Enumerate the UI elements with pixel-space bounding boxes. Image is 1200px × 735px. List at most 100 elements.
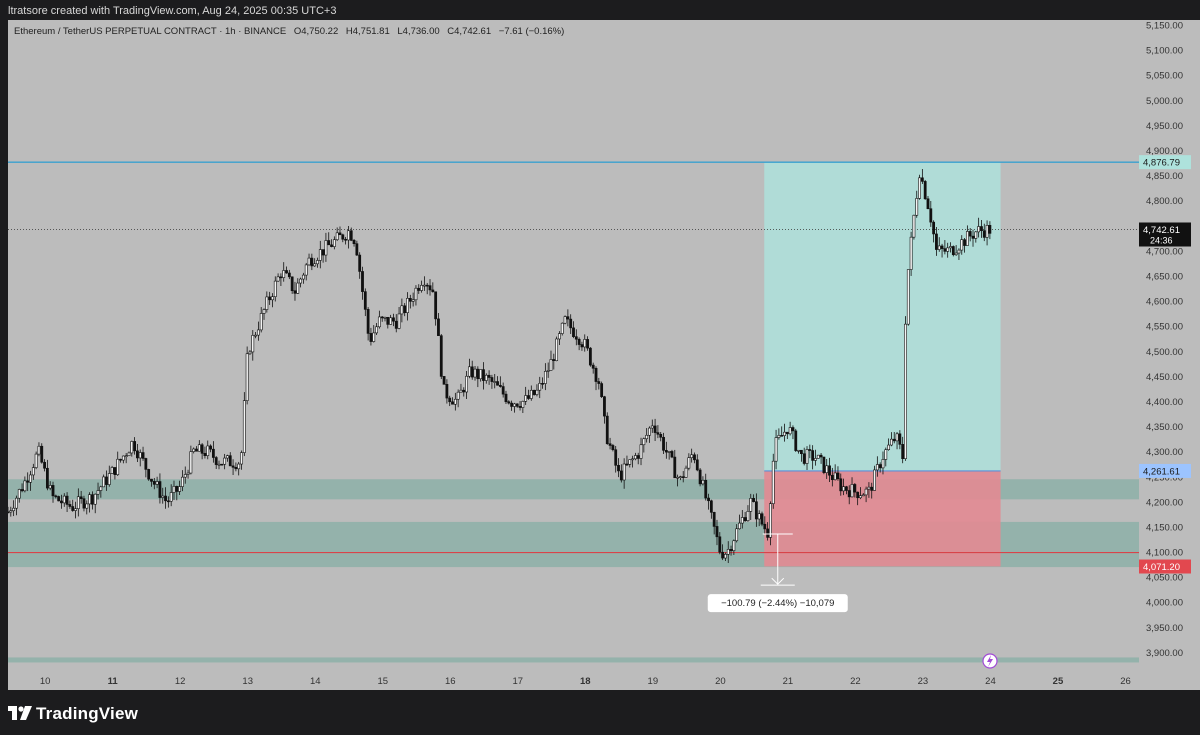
measure-label: −100.79 (−2.44%) −10,079 (721, 598, 834, 609)
legend-low: L4,736.00 (397, 26, 440, 37)
candle-body (43, 461, 46, 469)
candle-body (231, 465, 235, 468)
candle-body (580, 344, 584, 348)
candle-body (273, 280, 277, 298)
candle-body (256, 329, 260, 336)
profit-zone (764, 162, 1001, 471)
candle-body (535, 389, 539, 395)
candle-body (138, 452, 142, 459)
candle-body (639, 444, 643, 459)
candle-body (186, 472, 190, 475)
candle-body (99, 486, 103, 491)
candle-body (569, 318, 573, 329)
price-axis[interactable]: 3,900.00 3,950.00 4,000.00 4,050.00 4,100.00… (1139, 20, 1200, 690)
candle-body (591, 364, 595, 369)
candle-body (859, 495, 862, 499)
symbol-legend: Ethereum / TetherUS PERPETUAL CONTRACT ·… (14, 26, 569, 37)
price-tick-label: 4,350.00 (1146, 422, 1183, 433)
candle-body (290, 276, 294, 292)
price-tick-label: 4,800.00 (1146, 196, 1183, 207)
candle-body (625, 463, 629, 466)
candle-body (181, 476, 184, 487)
candle-body (26, 480, 30, 483)
candle-body (712, 512, 716, 527)
candle-body (147, 469, 151, 480)
candle-body (954, 252, 958, 256)
chart-pane[interactable]: −100.79 (−2.44%) −10,079 Ethereum / Teth… (8, 20, 1139, 690)
price-tick-label: 4,700.00 (1146, 246, 1183, 257)
candle-body (347, 230, 350, 241)
candle-body (586, 339, 589, 349)
candle-body (105, 476, 108, 485)
candle-body (223, 457, 227, 465)
candle-body (209, 445, 212, 450)
candle-body (642, 438, 646, 446)
candle-body (988, 225, 992, 234)
candle-body (226, 455, 229, 459)
candle-body (113, 467, 117, 475)
price-chart-svg[interactable]: −100.79 (−2.44%) −10,079 (8, 20, 1139, 670)
candle-body (754, 501, 758, 520)
legend-open: O4,750.22 (293, 26, 339, 37)
candle-body (487, 374, 491, 378)
candle-body (746, 511, 750, 521)
candle-body (110, 467, 114, 474)
candle-body (417, 287, 421, 291)
candle-body (259, 313, 263, 331)
candle-body (721, 551, 725, 559)
candle-body (839, 478, 843, 492)
candle-body (749, 497, 753, 512)
candle-body (884, 449, 888, 460)
time-tick-label: 13 (242, 676, 253, 687)
current-price-tag-bg (1139, 222, 1191, 247)
candle-body (513, 403, 516, 407)
target-price-tag-bg (1139, 155, 1191, 170)
candle-body (490, 377, 494, 382)
candle-body (439, 335, 443, 377)
candle-body (200, 444, 204, 454)
candle-body (31, 467, 35, 476)
candle-body (23, 480, 27, 492)
candle-body (605, 415, 609, 445)
candle-body (192, 448, 196, 452)
candle-body (527, 395, 530, 399)
candle-body (898, 433, 902, 445)
candle-body (451, 401, 454, 405)
candle-body (119, 458, 122, 461)
candle-body (296, 282, 300, 294)
candle-body (456, 391, 460, 400)
candle-body (127, 452, 131, 457)
price-tick-label: 4,150.00 (1146, 522, 1183, 533)
time-tick-label: 19 (648, 676, 659, 687)
candle-body (12, 507, 16, 512)
candle-body (79, 496, 83, 499)
candle-body (265, 296, 269, 310)
candle-body (355, 243, 359, 256)
candle-body (240, 452, 243, 465)
candle-body (161, 495, 165, 498)
current-price-tag: 4,742.61 (1143, 225, 1180, 236)
candle-body (797, 449, 800, 452)
time-axis[interactable]: 10 11 12 13 14 15 16 17 18 19 20 21 22 23 24 25 26 (8, 670, 1139, 690)
candle-body (622, 463, 626, 481)
candle-body (771, 460, 775, 504)
candle-body (344, 238, 348, 241)
candle-body (541, 383, 544, 385)
candle-body (636, 455, 640, 459)
candle-body (777, 435, 781, 438)
price-tick-label: 4,600.00 (1146, 297, 1183, 308)
candle-body (679, 476, 682, 478)
candle-body (895, 433, 899, 442)
candle-body (442, 376, 446, 385)
candle-body (667, 451, 671, 453)
candle-body (538, 383, 542, 391)
candle-body (501, 386, 505, 395)
time-tick-label: 15 (377, 676, 388, 687)
header-bar: ltratsore created with TradingView.com, … (0, 0, 1200, 20)
candle-body (974, 231, 978, 239)
candle-body (470, 366, 474, 378)
candle-body (473, 368, 477, 378)
candle-body (51, 485, 55, 497)
candle-body (414, 287, 418, 301)
candle-body (608, 443, 612, 446)
